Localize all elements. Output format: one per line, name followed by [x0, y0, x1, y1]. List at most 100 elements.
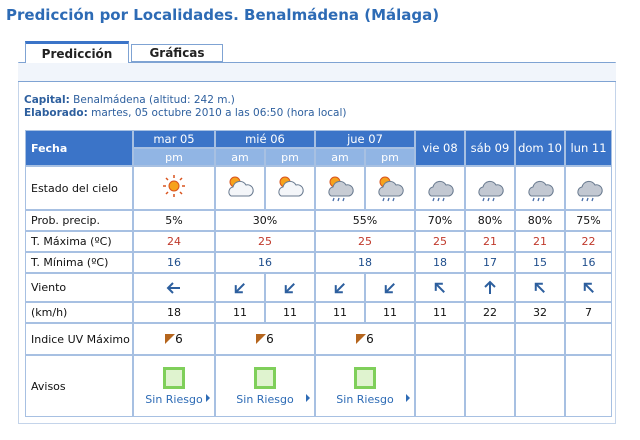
period-header: am	[315, 148, 365, 166]
sky-cell	[565, 166, 612, 210]
aviso-cell: Sin Riesgo	[133, 355, 215, 417]
period-header: pm	[365, 148, 415, 166]
wind-arrow	[583, 282, 594, 293]
day-header: jue 07	[315, 130, 415, 148]
t-min: 16	[565, 252, 612, 273]
info-value: Benalmádena (altitud: 242 m.)	[73, 94, 235, 106]
row-label: Prob. precip.	[25, 210, 133, 231]
info-label: Capital:	[24, 94, 70, 106]
weather-icon	[163, 175, 185, 197]
uv-cell: 6	[133, 323, 215, 355]
t-min: 16	[215, 252, 315, 273]
aviso-cell	[565, 355, 612, 417]
sky-cell	[465, 166, 515, 210]
weather-icon	[278, 176, 304, 197]
t-min: 18	[415, 252, 465, 273]
uv-cell	[465, 323, 515, 355]
row-label: Avisos	[25, 355, 133, 417]
weather-icon	[428, 180, 454, 202]
wind-arrow	[384, 282, 395, 293]
sky-cell	[265, 166, 315, 210]
info-label: Elaborado:	[24, 107, 88, 119]
aviso-cell	[465, 355, 515, 417]
tab-active[interactable]: Predicción	[25, 41, 129, 63]
page-title: Predicción por Localidades. Benalmádena …	[6, 6, 440, 24]
info-value: martes, 05 octubre 2010 a las 06:50 (hor…	[91, 107, 347, 119]
t-max: 21	[465, 231, 515, 252]
wind-arrow	[334, 282, 345, 293]
prob-precip: 55%	[315, 210, 415, 231]
aviso-cell	[415, 355, 465, 417]
t-max: 25	[215, 231, 315, 252]
sky-cell	[133, 166, 215, 210]
prob-precip: 80%	[515, 210, 565, 231]
period-header: am	[215, 148, 265, 166]
aviso-text[interactable]: Sin Riesgo	[336, 393, 394, 406]
wind-arrow	[284, 282, 295, 293]
uv-value: 6	[366, 332, 374, 346]
uv-cell	[415, 323, 465, 355]
day-header: dom 10	[515, 130, 565, 166]
wind-cell	[265, 273, 315, 302]
wind-cell	[515, 273, 565, 302]
uv-icon	[356, 334, 367, 344]
wind-arrow	[166, 281, 180, 294]
wind-arrow	[534, 282, 545, 293]
frame	[18, 62, 616, 424]
wind-speed: 11	[215, 302, 265, 323]
day-header: lun 11	[565, 130, 612, 166]
wind-cell	[565, 273, 612, 302]
sky-cell	[515, 166, 565, 210]
prob-precip: 75%	[565, 210, 612, 231]
uv-icon	[256, 334, 267, 344]
uv-cell: 6	[315, 323, 415, 355]
aviso-cell: Sin Riesgo	[315, 355, 415, 417]
aviso-icon	[354, 367, 376, 389]
prob-precip: 70%	[415, 210, 465, 231]
aviso-cell: Sin Riesgo	[215, 355, 315, 417]
aviso-icon	[163, 367, 185, 389]
wind-cell	[465, 273, 515, 302]
wind-cell	[215, 273, 265, 302]
info-line: Capital: Benalmádena (altitud: 242 m.)	[24, 94, 235, 106]
uv-cell: 6	[215, 323, 315, 355]
aviso-text[interactable]: Sin Riesgo	[145, 393, 203, 406]
row-label: Viento	[25, 273, 133, 302]
t-max: 21	[515, 231, 565, 252]
wind-speed: 11	[365, 302, 415, 323]
prob-precip: 30%	[215, 210, 315, 231]
aviso-arrow[interactable]	[306, 394, 310, 402]
uv-cell	[515, 323, 565, 355]
weather-icon	[328, 176, 354, 202]
t-min: 16	[133, 252, 215, 273]
aviso-icon	[254, 367, 276, 389]
info-line: Elaborado: martes, 05 octubre 2010 a las…	[24, 107, 346, 119]
wind-cell	[315, 273, 365, 302]
sky-cell	[215, 166, 265, 210]
wind-arrow	[484, 280, 496, 294]
header-cell: Fecha	[25, 130, 133, 166]
row-label: (km/h)	[25, 302, 133, 323]
sky-cell	[315, 166, 365, 210]
prob-precip: 5%	[133, 210, 215, 231]
sky-cell	[415, 166, 465, 210]
t-max: 22	[565, 231, 612, 252]
weather-icon	[378, 176, 404, 202]
wind-arrow	[234, 282, 245, 293]
wind-speed: 11	[415, 302, 465, 323]
weather-icon	[528, 180, 554, 202]
uv-value: 6	[175, 332, 183, 346]
aviso-text[interactable]: Sin Riesgo	[236, 393, 294, 406]
tab[interactable]: Gráficas	[131, 44, 223, 62]
aviso-arrow[interactable]	[406, 394, 410, 402]
t-min: 18	[315, 252, 415, 273]
t-min: 15	[515, 252, 565, 273]
aviso-cell	[515, 355, 565, 417]
wind-arrow	[434, 282, 445, 293]
row-label: Indice UV Máximo	[25, 323, 133, 355]
sky-cell	[365, 166, 415, 210]
period-header: pm	[265, 148, 315, 166]
aviso-arrow[interactable]	[206, 394, 210, 402]
uv-value: 6	[266, 332, 274, 346]
